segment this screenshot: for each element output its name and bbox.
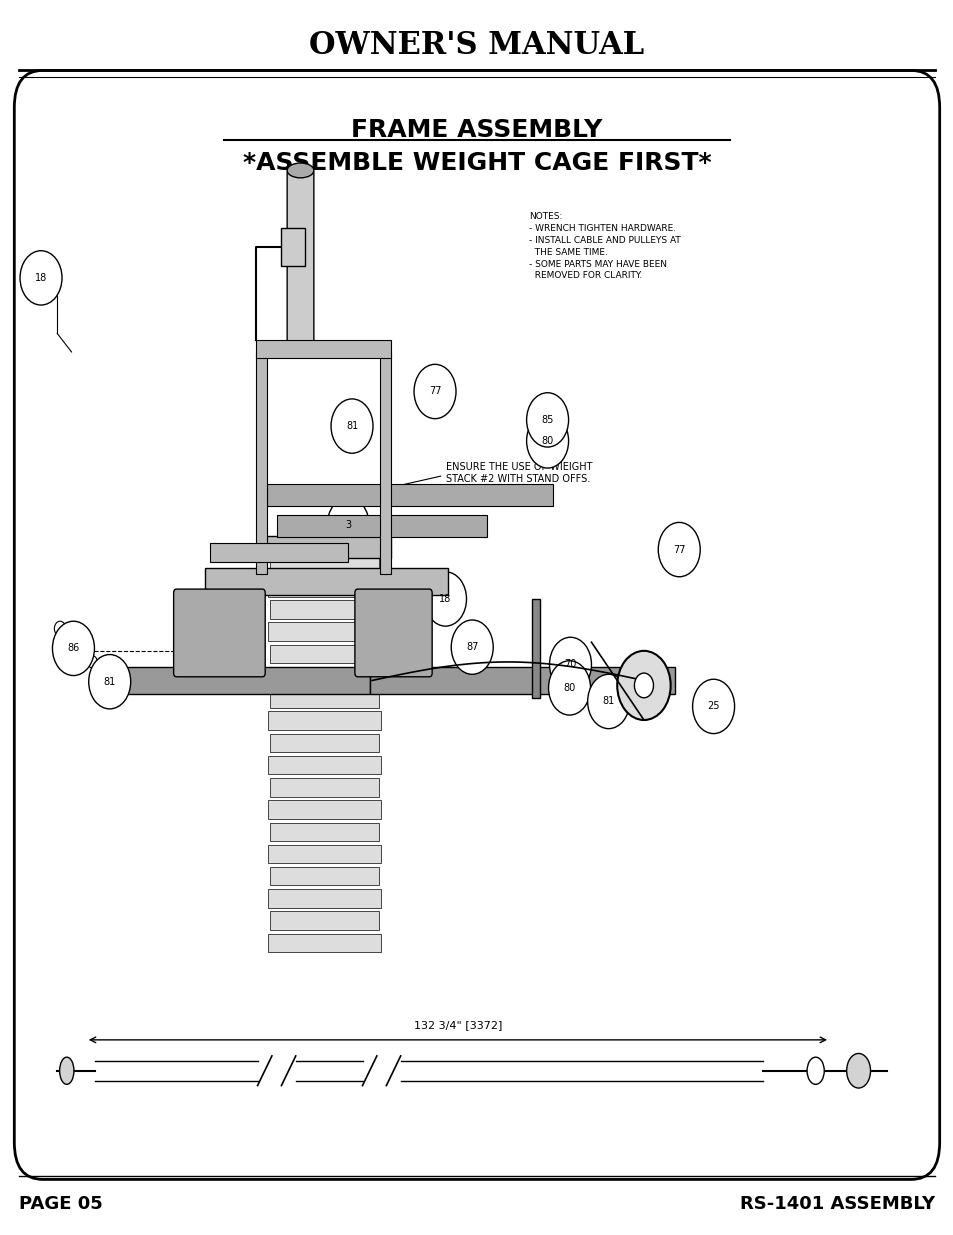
Ellipse shape bbox=[806, 1057, 823, 1084]
Circle shape bbox=[634, 673, 653, 698]
Circle shape bbox=[52, 621, 94, 676]
Text: 132 3/4" [3372]: 132 3/4" [3372] bbox=[414, 1020, 501, 1030]
Circle shape bbox=[526, 414, 568, 468]
Text: 77: 77 bbox=[428, 387, 441, 396]
Circle shape bbox=[548, 661, 590, 715]
Text: 18: 18 bbox=[35, 273, 47, 283]
Text: 3: 3 bbox=[345, 520, 351, 530]
FancyBboxPatch shape bbox=[267, 711, 381, 730]
Circle shape bbox=[617, 651, 670, 720]
Circle shape bbox=[549, 637, 591, 692]
Text: ENSURE THE USE OF WIEIGHT
STACK #2 WITH STAND OFFS.: ENSURE THE USE OF WIEIGHT STACK #2 WITH … bbox=[446, 462, 593, 484]
FancyBboxPatch shape bbox=[210, 543, 348, 562]
Circle shape bbox=[331, 399, 373, 453]
FancyBboxPatch shape bbox=[276, 515, 486, 537]
Circle shape bbox=[658, 522, 700, 577]
Text: 70: 70 bbox=[564, 659, 576, 669]
Ellipse shape bbox=[287, 163, 314, 178]
FancyBboxPatch shape bbox=[270, 823, 379, 841]
FancyBboxPatch shape bbox=[532, 599, 539, 698]
Circle shape bbox=[89, 655, 131, 709]
Text: PAGE 05: PAGE 05 bbox=[19, 1195, 103, 1213]
Text: RS-1401 ASSEMBLY: RS-1401 ASSEMBLY bbox=[739, 1195, 934, 1213]
FancyBboxPatch shape bbox=[270, 600, 379, 619]
Text: OWNER'S MANUAL: OWNER'S MANUAL bbox=[309, 30, 644, 62]
FancyBboxPatch shape bbox=[281, 228, 305, 266]
FancyBboxPatch shape bbox=[267, 484, 553, 506]
FancyBboxPatch shape bbox=[255, 340, 391, 358]
FancyBboxPatch shape bbox=[287, 170, 314, 348]
Circle shape bbox=[88, 656, 97, 668]
Text: 18: 18 bbox=[439, 594, 451, 604]
FancyBboxPatch shape bbox=[262, 536, 391, 558]
FancyBboxPatch shape bbox=[355, 589, 432, 677]
FancyBboxPatch shape bbox=[267, 756, 381, 774]
FancyBboxPatch shape bbox=[267, 800, 381, 819]
FancyBboxPatch shape bbox=[112, 667, 370, 694]
FancyBboxPatch shape bbox=[270, 689, 379, 708]
Circle shape bbox=[526, 393, 568, 447]
FancyBboxPatch shape bbox=[270, 911, 379, 930]
FancyBboxPatch shape bbox=[270, 778, 379, 797]
FancyBboxPatch shape bbox=[270, 556, 379, 574]
FancyBboxPatch shape bbox=[370, 667, 675, 694]
FancyBboxPatch shape bbox=[379, 352, 391, 574]
Text: 80: 80 bbox=[541, 436, 553, 446]
FancyBboxPatch shape bbox=[267, 934, 381, 952]
Circle shape bbox=[20, 251, 62, 305]
FancyBboxPatch shape bbox=[270, 645, 379, 663]
Text: 87: 87 bbox=[466, 642, 477, 652]
FancyBboxPatch shape bbox=[205, 568, 448, 595]
Text: NOTES:
- WRENCH TIGHTEN HARDWARE.
- INSTALL CABLE AND PULLEYS AT
  THE SAME TIME: NOTES: - WRENCH TIGHTEN HARDWARE. - INST… bbox=[529, 212, 680, 280]
FancyBboxPatch shape bbox=[267, 889, 381, 908]
Text: 86: 86 bbox=[68, 643, 79, 653]
Circle shape bbox=[424, 572, 466, 626]
Circle shape bbox=[327, 498, 369, 552]
FancyBboxPatch shape bbox=[267, 667, 381, 685]
Circle shape bbox=[587, 674, 629, 729]
Text: 80: 80 bbox=[563, 683, 575, 693]
Circle shape bbox=[54, 621, 66, 636]
FancyBboxPatch shape bbox=[267, 578, 381, 597]
FancyBboxPatch shape bbox=[270, 734, 379, 752]
Circle shape bbox=[451, 620, 493, 674]
Circle shape bbox=[692, 679, 734, 734]
FancyBboxPatch shape bbox=[14, 70, 939, 1179]
FancyBboxPatch shape bbox=[267, 622, 381, 641]
Text: 77: 77 bbox=[672, 545, 685, 555]
Text: 25: 25 bbox=[706, 701, 720, 711]
FancyBboxPatch shape bbox=[270, 867, 379, 885]
FancyBboxPatch shape bbox=[255, 352, 267, 574]
FancyBboxPatch shape bbox=[267, 845, 381, 863]
Text: FRAME ASSEMBLY: FRAME ASSEMBLY bbox=[351, 117, 602, 142]
Ellipse shape bbox=[846, 1053, 869, 1088]
Text: 81: 81 bbox=[104, 677, 115, 687]
Text: 85: 85 bbox=[541, 415, 553, 425]
Circle shape bbox=[414, 364, 456, 419]
Text: *ASSEMBLE WEIGHT CAGE FIRST*: *ASSEMBLE WEIGHT CAGE FIRST* bbox=[242, 151, 711, 175]
Ellipse shape bbox=[60, 1057, 74, 1084]
Text: 81: 81 bbox=[602, 697, 614, 706]
Text: 81: 81 bbox=[346, 421, 357, 431]
FancyBboxPatch shape bbox=[173, 589, 265, 677]
